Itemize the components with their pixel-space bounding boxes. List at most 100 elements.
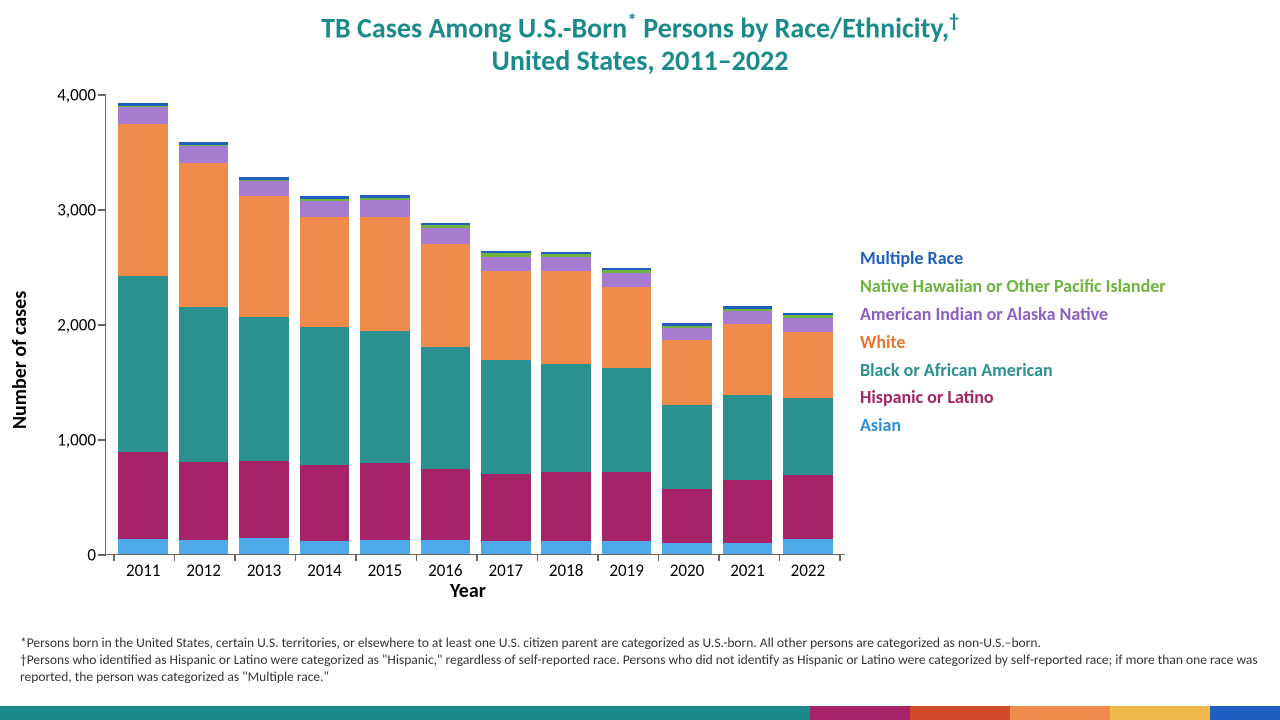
footer-segment bbox=[1210, 706, 1280, 720]
x-tick-label: 2016 bbox=[428, 554, 462, 581]
bar-slot: 2014 bbox=[294, 95, 354, 554]
bar-segment bbox=[360, 331, 410, 463]
bar-segment bbox=[179, 163, 229, 307]
y-tick-label: 1,000 bbox=[57, 430, 106, 451]
x-tick bbox=[295, 554, 297, 561]
stacked-bar bbox=[360, 195, 410, 554]
bar-slot: 2012 bbox=[173, 95, 233, 554]
stacked-bar bbox=[783, 313, 833, 554]
bar-segment bbox=[541, 472, 591, 541]
x-tick bbox=[416, 554, 418, 561]
bar-segment bbox=[783, 318, 833, 332]
bar-slot: 2019 bbox=[596, 95, 656, 554]
x-tick-label: 2013 bbox=[247, 554, 281, 581]
y-tick-label: 2,000 bbox=[57, 315, 106, 336]
bar-segment bbox=[239, 317, 289, 461]
legend-item: Black or African American bbox=[860, 357, 1166, 385]
bar-segment bbox=[179, 462, 229, 540]
footer-segment bbox=[0, 706, 810, 720]
chart-title: TB Cases Among U.S.-Born* Persons by Rac… bbox=[0, 0, 1280, 77]
x-axis-label: Year bbox=[450, 579, 486, 603]
bar-segment bbox=[723, 480, 773, 542]
bar-segment bbox=[541, 364, 591, 472]
x-tick bbox=[537, 554, 539, 561]
bar-segment bbox=[723, 543, 773, 555]
bar-segment bbox=[541, 541, 591, 554]
bar-segment bbox=[118, 276, 168, 452]
x-tick bbox=[839, 554, 841, 561]
title-line-2: United States, 2011–2022 bbox=[0, 45, 1280, 77]
x-tick-label: 2012 bbox=[186, 554, 220, 581]
footnote-2: †Persons who identified as Hispanic or L… bbox=[20, 652, 1260, 686]
bar-segment bbox=[723, 395, 773, 480]
x-tick bbox=[476, 554, 478, 561]
stacked-bar bbox=[481, 251, 531, 554]
bar-segment bbox=[300, 217, 350, 327]
bar-segment bbox=[421, 469, 471, 540]
stacked-bar bbox=[662, 323, 712, 554]
bar-segment bbox=[481, 474, 531, 542]
legend-item: Asian bbox=[860, 412, 1166, 440]
x-tick-label: 2022 bbox=[791, 554, 825, 581]
stacked-bar bbox=[421, 223, 471, 554]
bar-segment bbox=[541, 271, 591, 364]
x-tick bbox=[718, 554, 720, 561]
bar-segment bbox=[662, 328, 712, 340]
bar-segment bbox=[602, 273, 652, 287]
bar-slot: 2016 bbox=[415, 95, 475, 554]
bar-segment bbox=[602, 541, 652, 554]
bars-container: 2011201220132014201520162017201820192020… bbox=[106, 95, 845, 554]
legend-item: White bbox=[860, 329, 1166, 357]
x-tick bbox=[174, 554, 176, 561]
stacked-bar bbox=[239, 177, 289, 554]
legend-item: Hispanic or Latino bbox=[860, 384, 1166, 412]
bar-segment bbox=[602, 472, 652, 541]
bar-segment bbox=[602, 368, 652, 473]
bar-segment bbox=[421, 228, 471, 244]
bar-segment bbox=[783, 398, 833, 475]
bar-segment bbox=[723, 311, 773, 324]
bar-segment bbox=[300, 327, 350, 465]
bar-segment bbox=[118, 124, 168, 276]
footer-segment bbox=[1110, 706, 1210, 720]
x-tick-label: 2020 bbox=[670, 554, 704, 581]
bar-segment bbox=[300, 201, 350, 217]
bar-segment bbox=[662, 543, 712, 554]
y-axis-label: Number of cases bbox=[8, 291, 32, 429]
bar-segment bbox=[118, 539, 168, 554]
bar-segment bbox=[421, 347, 471, 469]
x-tick-label: 2021 bbox=[730, 554, 764, 581]
bar-segment bbox=[179, 307, 229, 462]
bar-slot: 2020 bbox=[657, 95, 717, 554]
bar-slot: 2015 bbox=[355, 95, 415, 554]
footer-segment bbox=[810, 706, 910, 720]
bar-segment bbox=[662, 405, 712, 489]
bar-segment bbox=[179, 540, 229, 554]
x-tick bbox=[355, 554, 357, 561]
stacked-bar bbox=[300, 196, 350, 554]
stacked-bar bbox=[541, 252, 591, 554]
bar-segment bbox=[179, 146, 229, 163]
chart-area: Number of cases 201120122013201420152016… bbox=[50, 95, 1250, 625]
footer-color-bar bbox=[0, 706, 1280, 720]
bar-segment bbox=[481, 271, 531, 360]
bar-segment bbox=[783, 539, 833, 554]
x-tick-label: 2018 bbox=[549, 554, 583, 581]
bar-segment bbox=[541, 257, 591, 271]
bar-segment bbox=[723, 324, 773, 395]
x-tick-label: 2015 bbox=[368, 554, 402, 581]
bar-segment bbox=[421, 244, 471, 348]
bar-slot: 2011 bbox=[113, 95, 173, 554]
x-tick bbox=[658, 554, 660, 561]
bar-segment bbox=[300, 541, 350, 554]
bar-segment bbox=[783, 475, 833, 539]
bar-segment bbox=[360, 200, 410, 217]
y-tick-label: 3,000 bbox=[57, 200, 106, 221]
bar-slot: 2021 bbox=[717, 95, 777, 554]
legend: Multiple RaceNative Hawaiian or Other Pa… bbox=[860, 245, 1166, 440]
bar-segment bbox=[662, 489, 712, 543]
legend-item: Multiple Race bbox=[860, 245, 1166, 273]
bar-segment bbox=[662, 340, 712, 406]
footnote-1: *Persons born in the United States, cert… bbox=[20, 635, 1260, 652]
bar-slot: 2022 bbox=[778, 95, 838, 554]
